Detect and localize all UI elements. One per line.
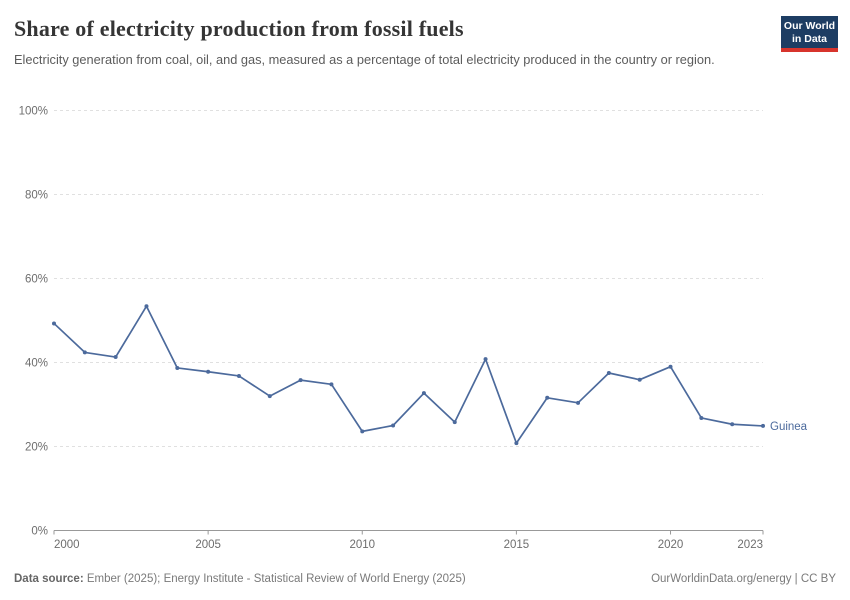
data-source-label: Data source: (14, 573, 84, 585)
y-axis-tick-label: 40% (25, 358, 48, 370)
data-point[interactable] (730, 422, 735, 427)
data-point[interactable] (699, 415, 704, 420)
data-point[interactable] (761, 423, 765, 428)
data-source-text: Ember (2025); Energy Institute - Statist… (83, 573, 466, 585)
chart-subtitle: Electricity generation from coal, oil, a… (14, 52, 715, 67)
data-point[interactable] (452, 420, 457, 425)
page-title: Share of electricity production from fos… (14, 16, 464, 41)
x-axis-tick-label: 2020 (658, 539, 684, 551)
data-point[interactable] (175, 365, 180, 370)
y-axis-tick-label: 80% (25, 190, 48, 202)
line-chart-canvas[interactable]: 0% 20% 40% 60% 80% 100% 2000 2005 2010 2015 2020 20… (0, 95, 850, 560)
owid-logo: Our World in Data (781, 16, 838, 52)
x-axis-tick-label: 2010 (349, 539, 375, 551)
data-point[interactable] (113, 355, 118, 360)
credit-link[interactable]: OurWorldinData.org/energy | CC BY (651, 573, 836, 585)
data-point[interactable] (144, 304, 149, 309)
data-point[interactable] (483, 357, 488, 362)
data-point[interactable] (298, 378, 303, 383)
data-point[interactable] (514, 441, 519, 446)
x-axis-tick-label: 2023 (737, 539, 763, 551)
data-point[interactable] (637, 377, 642, 382)
series-line-guinea[interactable] (53, 305, 764, 444)
data-point[interactable] (82, 350, 87, 355)
data-point[interactable] (606, 371, 611, 375)
x-axis-tick-label: 2005 (195, 539, 221, 551)
y-axis-tick-label: 60% (25, 274, 48, 286)
x-axis-tick-label: 2015 (504, 539, 530, 551)
data-point[interactable] (391, 423, 396, 428)
data-point[interactable] (236, 373, 241, 378)
data-source-note: Data source: Ember (2025); Energy Instit… (14, 573, 466, 585)
y-axis-tick-label: 20% (25, 442, 48, 454)
owid-logo-line1: Our World (783, 20, 836, 32)
data-point[interactable] (668, 364, 673, 369)
owid-logo-red-bar (781, 48, 838, 52)
data-point[interactable] (329, 382, 334, 387)
y-axis-tick-label: 0% (31, 526, 48, 538)
y-axis-tick-label: 100% (19, 106, 48, 118)
data-point[interactable] (421, 391, 426, 396)
data-point[interactable] (545, 395, 550, 400)
data-point[interactable] (267, 394, 272, 399)
x-axis-tick-label: 2000 (54, 539, 80, 551)
series-end-label[interactable]: Guinea (770, 421, 808, 433)
data-point[interactable] (206, 369, 211, 374)
owid-logo-line2: in Data (791, 33, 827, 46)
data-point[interactable] (576, 400, 581, 405)
data-point[interactable] (52, 321, 56, 326)
data-point[interactable] (360, 429, 365, 434)
